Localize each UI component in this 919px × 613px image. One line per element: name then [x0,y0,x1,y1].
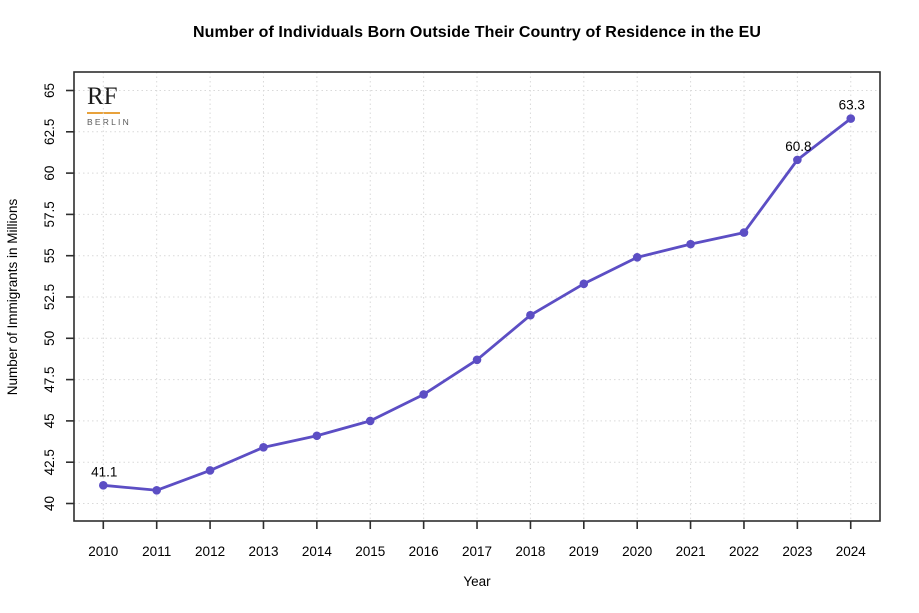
x-tick-label: 2012 [195,544,225,559]
x-tick-label: 2019 [569,544,599,559]
x-tick-label: 2013 [248,544,278,559]
y-tick-label: 45 [42,413,57,428]
x-tick-label: 2014 [302,544,333,559]
y-tick-label: 42.5 [42,449,57,475]
data-point [419,390,428,399]
chart-title: Number of Individuals Born Outside Their… [192,24,762,41]
rf-berlin-logo: RF BERLIN [87,84,131,127]
data-point [579,279,589,289]
y-tick-label: 40 [42,496,57,511]
logo-subtext: BERLIN [87,117,131,127]
y-tick-label: 57.5 [42,201,57,227]
data-point [99,481,108,490]
data-point [365,416,375,426]
x-tick-label: 2015 [355,544,385,559]
y-tick-label: 60 [42,166,57,181]
data-point [259,443,268,452]
data-point [152,485,161,495]
x-tick-label: 2011 [142,544,171,559]
y-tick-label: 50 [42,331,57,346]
series-layer: 41.1 60.8 63.3 [91,98,865,495]
x-tick-label: 2016 [409,544,439,559]
y-tick-label: 55 [42,248,57,263]
data-point [632,253,642,262]
y-tick-label: 47.5 [42,366,57,392]
point-label: 60.8 [785,139,811,154]
axis-layer: 2010 2011 2012 2013 2014 2015 2016 2017 2018 2019… [42,71,881,559]
x-axis-title: Year [463,574,491,589]
y-tick-label: 62.5 [42,119,57,145]
x-tick-label: 2022 [729,544,759,559]
x-tick-label: 2023 [782,544,812,559]
x-tick-label: 2017 [462,544,492,559]
data-point [472,355,482,365]
data-point [526,310,535,320]
data-line [101,117,853,492]
data-point [312,431,322,441]
data-point [686,239,695,249]
point-label: 63.3 [839,98,865,113]
grid-layer [74,72,880,521]
data-point [846,114,856,123]
data-point [205,466,215,475]
y-tick-label: 65 [42,83,57,98]
point-label: 41.1 [91,464,117,479]
logo-text: RF [87,83,118,110]
x-tick-label: 2020 [622,544,652,559]
x-tick-label: 2021 [676,544,706,559]
x-tick-label: 2018 [515,544,545,559]
x-tick-label: 2010 [88,544,118,559]
data-point [793,155,802,165]
data-point [739,228,749,237]
y-tick-label: 52.5 [42,284,57,310]
y-axis-title: Number of Immigrants in Millions [5,198,20,395]
x-tick-label: 2024 [836,544,867,559]
